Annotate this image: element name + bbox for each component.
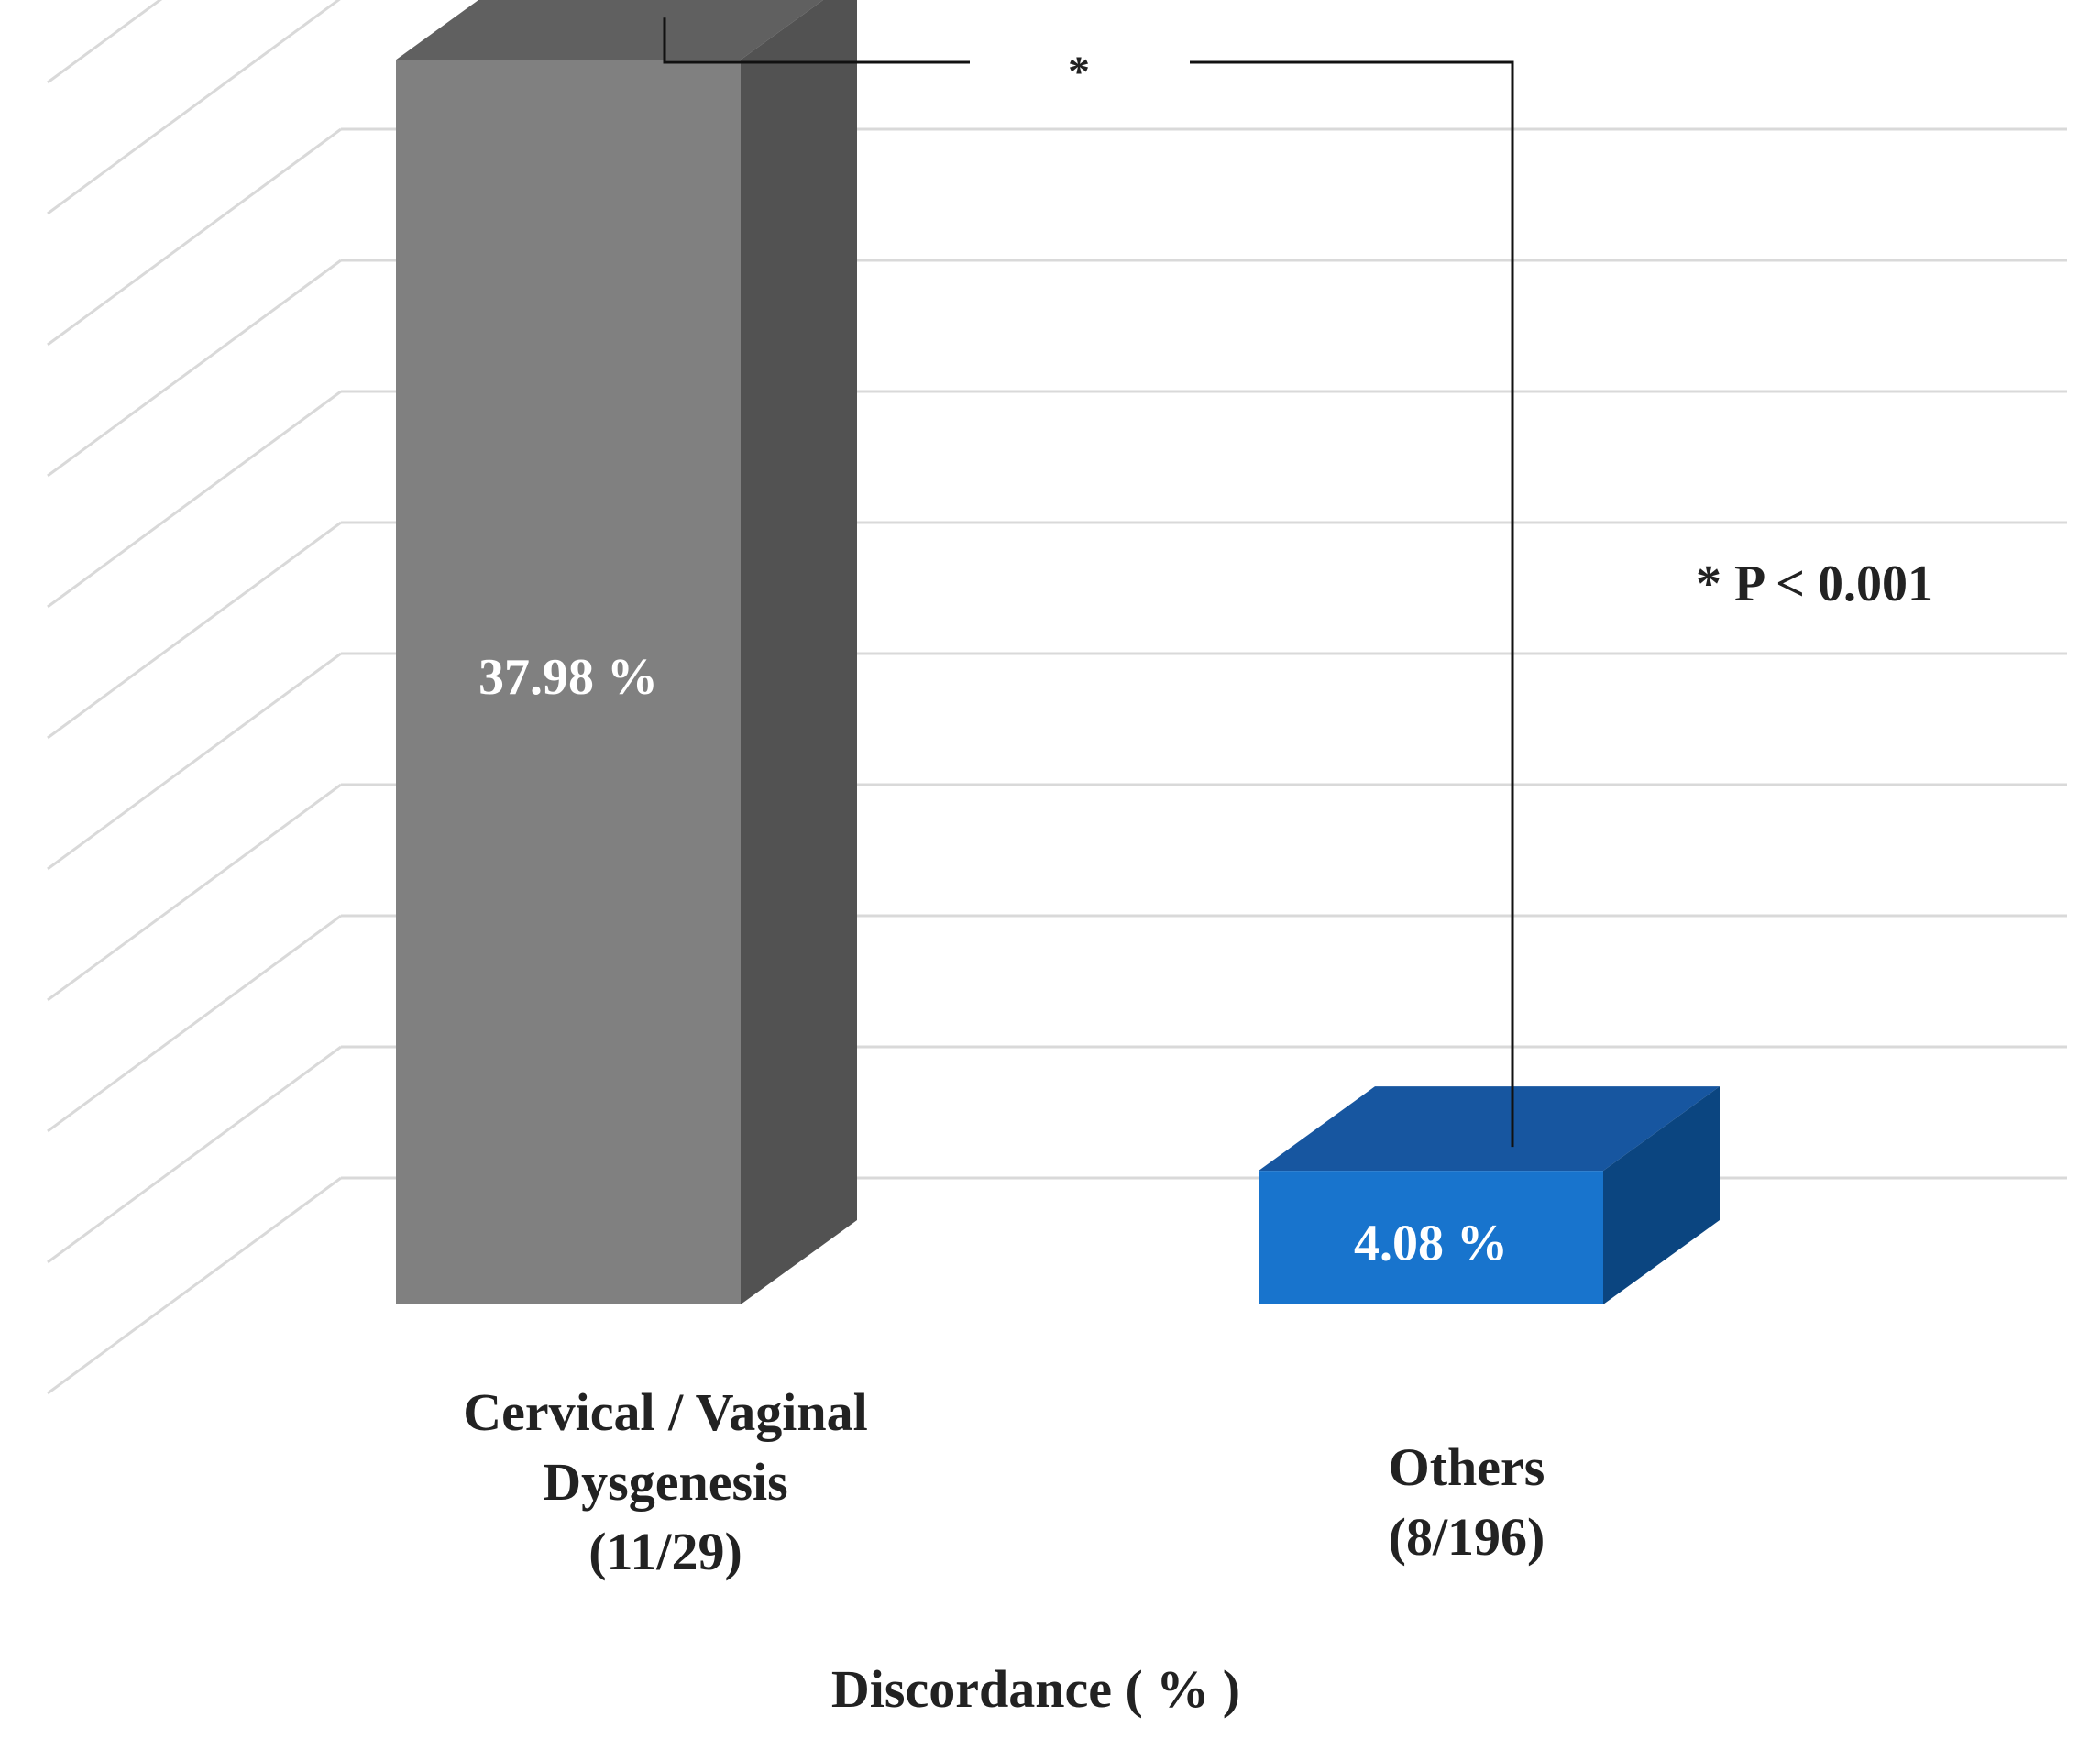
significance-bracket xyxy=(663,17,1514,1148)
data-label: 37.98 % xyxy=(478,649,658,706)
category-label: (11/29) xyxy=(588,1522,742,1581)
gridline-floor xyxy=(47,258,342,478)
bar-front-face xyxy=(1259,1171,1603,1304)
significance-marker: * xyxy=(1068,48,1090,96)
gridline-floor xyxy=(47,521,342,740)
bracket-left-arm xyxy=(663,17,970,64)
bars-layer xyxy=(396,0,1720,1305)
text-layer: 37.98 % 4.08 % * * P < 0.001 Cervical / Vagi… xyxy=(463,48,1933,1719)
bar-side-face xyxy=(1603,1086,1720,1304)
gridline-floor xyxy=(47,127,342,346)
category-label: Dysgenesis xyxy=(543,1452,787,1512)
gridline-floor xyxy=(47,914,342,1133)
gridline-floor xyxy=(47,390,342,609)
gridline-floor xyxy=(47,652,342,871)
category-label: Cervical / Vaginal xyxy=(463,1382,867,1442)
gridline-floor xyxy=(47,0,341,215)
gridline-floor xyxy=(47,1176,342,1395)
bar-side-face xyxy=(741,0,857,1304)
bracket-right-arm xyxy=(1190,60,1514,1148)
x-axis-title: Discordance ( % ) xyxy=(831,1659,1240,1719)
gridline-floor xyxy=(47,1045,342,1264)
category-label: (8/196) xyxy=(1389,1507,1545,1567)
gridline-floor xyxy=(47,0,163,84)
category-label: Others xyxy=(1389,1437,1545,1497)
gridline-floor xyxy=(47,783,342,1002)
bar-top-face xyxy=(396,0,824,60)
grid-layer xyxy=(47,0,2067,1395)
data-label: 4.08 % xyxy=(1354,1216,1508,1272)
p-value-note: * P < 0.001 xyxy=(1696,556,1933,612)
bar-front-face xyxy=(396,60,741,1305)
bar-top-face xyxy=(1259,1086,1720,1172)
